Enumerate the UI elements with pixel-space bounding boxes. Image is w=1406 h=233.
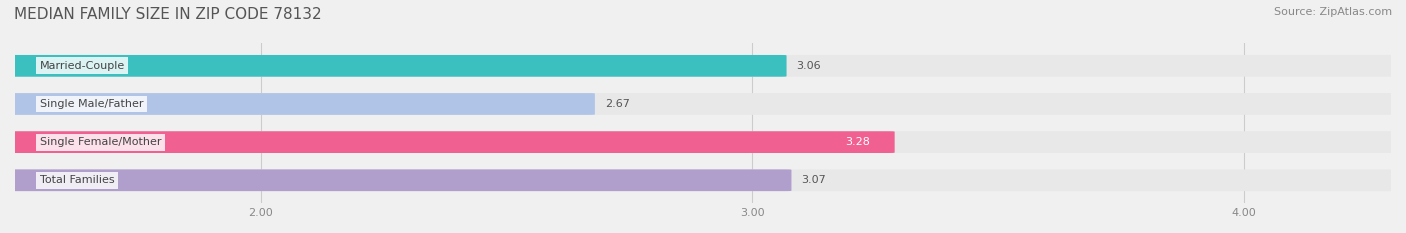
Text: Single Female/Mother: Single Female/Mother — [39, 137, 162, 147]
FancyBboxPatch shape — [10, 169, 792, 191]
FancyBboxPatch shape — [10, 131, 894, 153]
Text: Total Families: Total Families — [39, 175, 114, 185]
FancyBboxPatch shape — [10, 169, 1396, 191]
Text: 3.07: 3.07 — [801, 175, 827, 185]
Text: Source: ZipAtlas.com: Source: ZipAtlas.com — [1274, 7, 1392, 17]
FancyBboxPatch shape — [10, 93, 1396, 115]
Text: MEDIAN FAMILY SIZE IN ZIP CODE 78132: MEDIAN FAMILY SIZE IN ZIP CODE 78132 — [14, 7, 322, 22]
FancyBboxPatch shape — [10, 131, 1396, 153]
Text: 3.28: 3.28 — [845, 137, 870, 147]
FancyBboxPatch shape — [10, 93, 595, 115]
Text: 2.67: 2.67 — [605, 99, 630, 109]
Text: Single Male/Father: Single Male/Father — [39, 99, 143, 109]
FancyBboxPatch shape — [10, 55, 786, 77]
FancyBboxPatch shape — [10, 55, 1396, 77]
Text: Married-Couple: Married-Couple — [39, 61, 125, 71]
Text: 3.06: 3.06 — [796, 61, 821, 71]
